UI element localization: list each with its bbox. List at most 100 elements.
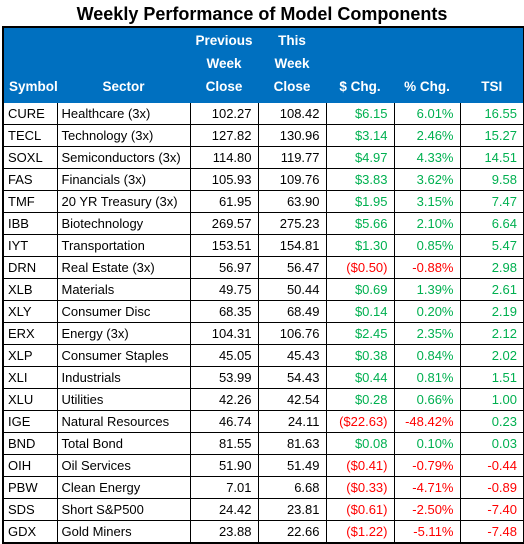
cell-dollar-change: ($0.41) bbox=[325, 454, 395, 477]
cell-sector: Semiconductors (3x) bbox=[56, 146, 191, 169]
cell-tsi: 2.19 bbox=[459, 300, 524, 323]
table-row: OIH Oil Services 51.90 51.49 ($0.41) -0.79% -0… bbox=[2, 454, 524, 477]
header-prev-close-line3: Close bbox=[205, 79, 243, 94]
cell-sector: Real Estate (3x) bbox=[56, 256, 191, 279]
cell-dollar-change: $4.97 bbox=[325, 146, 395, 169]
cell-tsi: 0.03 bbox=[459, 432, 524, 455]
cell-this-close: 109.76 bbox=[257, 168, 327, 191]
header-prev-close-line2: Week bbox=[206, 56, 242, 71]
cell-symbol: BND bbox=[2, 432, 58, 455]
table-row: IGE Natural Resources 46.74 24.11 ($22.63) -4… bbox=[2, 410, 524, 433]
cell-prev-close: 23.88 bbox=[189, 520, 259, 544]
table-title: Weekly Performance of Model Components bbox=[76, 4, 448, 24]
cell-symbol: FAS bbox=[2, 168, 58, 191]
header-dollar-change: $ Chg. bbox=[325, 26, 395, 103]
cell-prev-close: 61.95 bbox=[189, 190, 259, 213]
cell-this-close: 6.68 bbox=[257, 476, 327, 499]
cell-this-close: 68.49 bbox=[257, 300, 327, 323]
table-row: DRN Real Estate (3x) 56.97 56.47 ($0.50) -0.8… bbox=[2, 256, 524, 279]
cell-prev-close: 49.75 bbox=[189, 278, 259, 301]
cell-prev-close: 53.99 bbox=[189, 366, 259, 389]
cell-prev-close: 114.80 bbox=[189, 146, 259, 169]
cell-percent-change: 0.10% bbox=[393, 432, 461, 455]
cell-percent-change: 2.10% bbox=[393, 212, 461, 235]
cell-sector: Total Bond bbox=[56, 432, 191, 455]
cell-this-close: 108.42 bbox=[257, 102, 327, 125]
cell-tsi: 2.12 bbox=[459, 322, 524, 345]
cell-this-close: 81.63 bbox=[257, 432, 327, 455]
cell-tsi: -7.48 bbox=[459, 520, 524, 544]
cell-dollar-change: $3.83 bbox=[325, 168, 395, 191]
header-tsi: TSI bbox=[459, 26, 524, 103]
table-row: BND Total Bond 81.55 81.63 $0.08 0.10% 0.03 bbox=[2, 432, 524, 455]
cell-tsi: -0.89 bbox=[459, 476, 524, 499]
cell-percent-change: 0.66% bbox=[393, 388, 461, 411]
performance-table: Symbol Sector Previous Week Close This W… bbox=[2, 26, 524, 544]
cell-symbol: ERX bbox=[2, 322, 58, 345]
cell-dollar-change: ($22.63) bbox=[325, 410, 395, 433]
cell-percent-change: 2.35% bbox=[393, 322, 461, 345]
cell-percent-change: 0.20% bbox=[393, 300, 461, 323]
cell-symbol: XLU bbox=[2, 388, 58, 411]
cell-symbol: GDX bbox=[2, 520, 58, 544]
cell-this-close: 22.66 bbox=[257, 520, 327, 544]
header-this-close-line1: This bbox=[278, 33, 306, 48]
cell-this-close: 23.81 bbox=[257, 498, 327, 521]
cell-tsi: 15.27 bbox=[459, 124, 524, 147]
cell-prev-close: 42.26 bbox=[189, 388, 259, 411]
header-this-close: This Week Close bbox=[257, 26, 327, 103]
cell-prev-close: 104.31 bbox=[189, 322, 259, 345]
cell-percent-change: 2.46% bbox=[393, 124, 461, 147]
cell-symbol: XLI bbox=[2, 366, 58, 389]
cell-tsi: 7.47 bbox=[459, 190, 524, 213]
cell-symbol: TECL bbox=[2, 124, 58, 147]
cell-sector: Natural Resources bbox=[56, 410, 191, 433]
cell-prev-close: 46.74 bbox=[189, 410, 259, 433]
cell-sector: Consumer Staples bbox=[56, 344, 191, 367]
cell-prev-close: 153.51 bbox=[189, 234, 259, 257]
cell-sector: Oil Services bbox=[56, 454, 191, 477]
cell-tsi: 1.51 bbox=[459, 366, 524, 389]
cell-dollar-change: ($0.33) bbox=[325, 476, 395, 499]
cell-sector: Consumer Disc bbox=[56, 300, 191, 323]
cell-prev-close: 127.82 bbox=[189, 124, 259, 147]
cell-symbol: PBW bbox=[2, 476, 58, 499]
cell-prev-close: 24.42 bbox=[189, 498, 259, 521]
cell-dollar-change: ($0.61) bbox=[325, 498, 395, 521]
table-header: Symbol Sector Previous Week Close This W… bbox=[2, 26, 524, 103]
cell-symbol: DRN bbox=[2, 256, 58, 279]
cell-dollar-change: $5.66 bbox=[325, 212, 395, 235]
table-row: XLY Consumer Disc 68.35 68.49 $0.14 0.20% 2.19 bbox=[2, 300, 524, 323]
cell-prev-close: 105.93 bbox=[189, 168, 259, 191]
cell-sector: Biotechnology bbox=[56, 212, 191, 235]
cell-prev-close: 102.27 bbox=[189, 102, 259, 125]
cell-tsi: 14.51 bbox=[459, 146, 524, 169]
cell-dollar-change: $1.30 bbox=[325, 234, 395, 257]
table-row: XLU Utilities 42.26 42.54 $0.28 0.66% 1.00 bbox=[2, 388, 524, 411]
cell-this-close: 154.81 bbox=[257, 234, 327, 257]
table-row: ERX Energy (3x) 104.31 106.76 $2.45 2.35% 2.12 bbox=[2, 322, 524, 345]
cell-symbol: XLP bbox=[2, 344, 58, 367]
cell-symbol: XLB bbox=[2, 278, 58, 301]
cell-this-close: 56.47 bbox=[257, 256, 327, 279]
cell-percent-change: 1.39% bbox=[393, 278, 461, 301]
cell-percent-change: 3.62% bbox=[393, 168, 461, 191]
cell-percent-change: 0.85% bbox=[393, 234, 461, 257]
cell-percent-change: -5.11% bbox=[393, 520, 461, 544]
cell-this-close: 63.90 bbox=[257, 190, 327, 213]
cell-dollar-change: $1.95 bbox=[325, 190, 395, 213]
cell-this-close: 275.23 bbox=[257, 212, 327, 235]
cell-this-close: 130.96 bbox=[257, 124, 327, 147]
header-sector: Sector bbox=[56, 26, 191, 103]
cell-sector: 20 YR Treasury (3x) bbox=[56, 190, 191, 213]
cell-dollar-change: ($1.22) bbox=[325, 520, 395, 544]
cell-sector: Clean Energy bbox=[56, 476, 191, 499]
cell-symbol: OIH bbox=[2, 454, 58, 477]
cell-dollar-change: $0.14 bbox=[325, 300, 395, 323]
cell-tsi: 9.58 bbox=[459, 168, 524, 191]
cell-sector: Industrials bbox=[56, 366, 191, 389]
cell-this-close: 51.49 bbox=[257, 454, 327, 477]
cell-percent-change: 0.84% bbox=[393, 344, 461, 367]
cell-dollar-change: $0.69 bbox=[325, 278, 395, 301]
header-symbol: Symbol bbox=[2, 26, 58, 103]
